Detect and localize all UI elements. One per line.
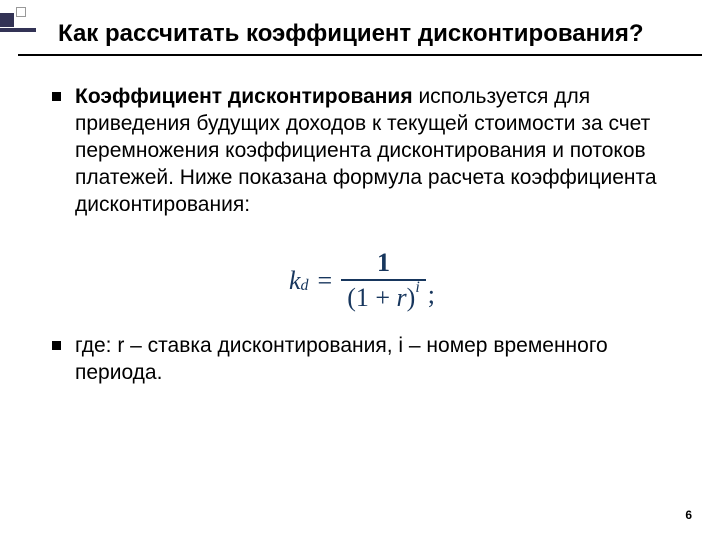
formula-equals: = [318,266,333,296]
content-area: Коэффициент дисконтирования используется… [0,56,720,387]
bullet-square-icon [52,92,61,101]
formula-semicolon: ; [428,280,435,310]
page-number: 6 [685,508,692,522]
paragraph-1: Коэффициент дисконтирования используется… [75,84,672,218]
formula-numerator: 1 [371,248,396,279]
formula-lhs-var: k [289,266,301,296]
bullet-item-2: где: r – ставка дисконтирования, i – ном… [52,333,672,387]
discount-formula: kd = 1 (1 + r)i ; [289,248,435,313]
formula-block: kd = 1 (1 + r)i ; [52,240,672,333]
formula-fraction: 1 (1 + r)i [341,248,426,313]
bullet-item-1: Коэффициент дисконтирования используется… [52,84,672,218]
paragraph-1-bold: Коэффициент дисконтирования [75,85,413,108]
denom-open: (1 + [347,283,396,312]
denom-var: r [397,283,407,312]
denom-exp: i [415,279,419,296]
deco-line [0,28,36,32]
deco-square-2 [16,7,26,17]
formula-denominator: (1 + r)i [341,281,426,313]
corner-decoration [0,5,36,32]
deco-square-1 [0,13,14,27]
formula-lhs-sub: d [301,277,309,295]
bullet-square-icon [52,341,61,350]
slide-title: Как рассчитать коэффициент дисконтирован… [0,0,720,54]
paragraph-2: где: r – ставка дисконтирования, i – ном… [75,333,672,387]
